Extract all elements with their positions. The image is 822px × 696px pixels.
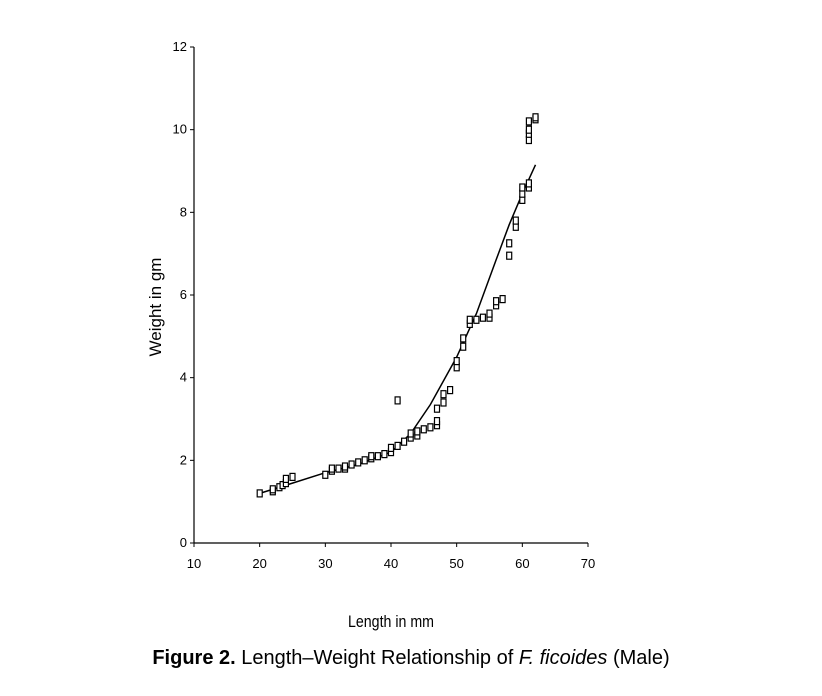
data-point-marker [348,460,355,469]
data-point-marker [322,470,329,479]
data-point-marker [368,452,375,461]
data-point-marker [440,390,447,399]
data-point-marker [341,462,349,471]
data-point-marker [506,251,513,260]
data-point-marker [394,396,401,405]
data-point-marker [512,216,519,225]
data-point-marker [427,423,434,432]
y-tick-label: 2 [180,452,187,467]
x-tick-label: 20 [252,556,266,571]
data-point-marker [289,472,296,481]
data-point-marker [453,357,460,366]
data-point-marker [407,429,414,438]
data-point-marker [387,443,395,452]
data-point-marker [394,441,401,450]
data-point-marker [256,489,263,498]
y-axis-title: Weight in gm [146,258,165,357]
data-point-marker [519,183,526,192]
data-point-marker [433,404,441,413]
data-point-marker [532,113,539,122]
y-tick-label: 0 [180,535,187,550]
data-points [256,113,539,498]
data-point-marker [282,474,289,483]
data-point-marker [506,239,513,248]
x-tick-label: 50 [449,556,463,571]
axes: 0 2 4 6 8 10 12 10 20 30 40 50 60 70 [173,39,596,571]
y-tick-label: 10 [173,122,187,137]
data-point-marker [466,315,473,324]
y-tick-label: 12 [173,39,187,54]
data-point-marker [381,450,388,459]
x-tick-label: 10 [187,556,201,571]
data-point-marker [499,295,506,304]
data-point-marker [269,485,276,494]
data-point-marker [486,309,493,318]
data-point-marker [361,456,368,465]
data-point-marker [460,342,467,351]
y-tick-label: 8 [180,204,187,219]
data-point-marker [473,315,480,324]
x-tick-label: 70 [581,556,595,571]
figure-label: Figure 2. [152,647,236,669]
data-point-marker [420,425,427,434]
data-point-marker [414,427,421,436]
data-point-marker [493,297,500,306]
data-point-marker [440,398,447,407]
data-point-marker [433,417,441,426]
data-point-marker [447,386,454,395]
y-tick-label: 6 [180,287,187,302]
y-tick-label: 4 [180,370,187,385]
data-point-marker [479,313,486,322]
species-name: F. ficoides [518,647,608,669]
data-point-marker [374,452,381,461]
data-point-marker [401,437,408,446]
caption-text: Length–Weight Relationship of [235,647,519,669]
data-point-marker [328,464,335,473]
data-point-marker [525,117,533,126]
data-point-marker [355,458,362,467]
data-point-marker [335,464,342,473]
chart: 0 2 4 6 8 10 12 10 20 30 40 50 60 70 Weight in gm Len… [146,39,596,631]
data-point-marker [525,125,533,134]
data-point-marker [460,334,467,343]
x-axis-title: Length in mm [348,612,434,631]
x-tick-label: 40 [384,556,398,571]
figure-caption: Figure 2. Length–Weight Relationship of … [0,647,822,670]
x-tick-label: 30 [318,556,332,571]
x-tick-label: 60 [515,556,529,571]
data-point-marker [525,179,533,188]
caption-suffix: (Male) [607,647,670,669]
